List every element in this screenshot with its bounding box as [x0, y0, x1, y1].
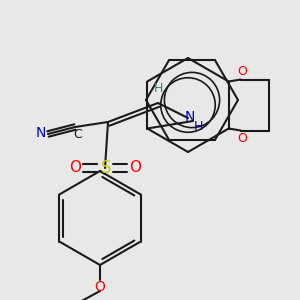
Text: O: O — [129, 160, 141, 175]
Text: O: O — [237, 132, 247, 145]
Text: C: C — [74, 128, 82, 142]
Text: N: N — [185, 110, 195, 124]
Text: O: O — [237, 65, 247, 78]
Text: S: S — [101, 159, 111, 177]
Text: N: N — [36, 126, 46, 140]
Text: O: O — [94, 280, 105, 294]
Text: O: O — [69, 160, 81, 175]
Text: H: H — [193, 121, 203, 134]
Text: H: H — [153, 82, 163, 95]
